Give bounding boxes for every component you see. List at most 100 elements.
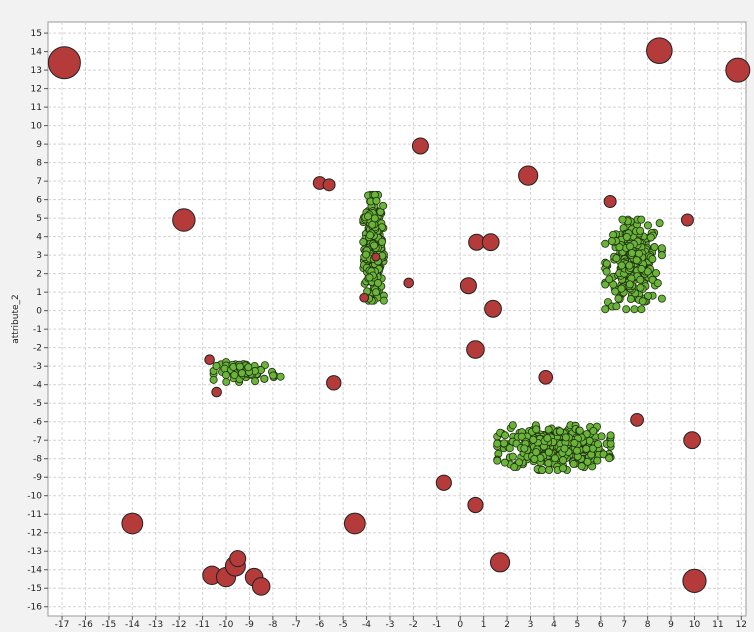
x-tick-label: -13 <box>148 620 163 630</box>
green-point <box>614 294 623 303</box>
x-tick-label: -16 <box>78 620 93 630</box>
y-tick-label: -2 <box>33 344 42 354</box>
green-point <box>551 454 560 463</box>
y-tick-label: -5 <box>33 399 42 409</box>
green-point <box>655 219 664 228</box>
green-point <box>545 465 554 474</box>
green-point <box>612 302 621 311</box>
green-point <box>209 375 218 384</box>
x-tick-label: 10 <box>689 620 701 630</box>
y-tick-label: 13 <box>31 66 42 76</box>
green-point <box>582 444 591 453</box>
red-point <box>481 233 500 252</box>
red-point <box>172 208 196 232</box>
y-tick-label: 15 <box>31 29 42 39</box>
green-point <box>626 295 635 304</box>
green-point <box>607 237 616 246</box>
green-point <box>532 425 541 434</box>
green-point <box>517 432 526 441</box>
y-tick-label: -4 <box>33 381 42 391</box>
green-point <box>379 201 388 210</box>
red-series <box>47 37 751 596</box>
red-point <box>484 299 502 318</box>
green-point <box>244 363 253 372</box>
red-point <box>680 213 694 227</box>
x-tick-label: -8 <box>268 620 277 630</box>
x-tick-label: 6 <box>598 620 604 630</box>
y-tick-label: -15 <box>27 584 42 594</box>
green-point <box>269 371 278 380</box>
green-point <box>643 221 652 230</box>
y-tick-label: -7 <box>33 436 42 446</box>
green-point <box>627 249 636 258</box>
red-point <box>403 277 415 289</box>
y-axis-title: attribute_2 <box>11 294 21 343</box>
x-tick-label: -12 <box>172 620 187 630</box>
red-point <box>47 46 81 80</box>
y-tick-label: -16 <box>27 603 42 613</box>
green-point <box>555 427 564 436</box>
green-point <box>597 432 606 441</box>
y-tick-label: -10 <box>27 492 42 502</box>
green-point <box>530 455 539 464</box>
green-point <box>632 256 641 265</box>
green-point <box>499 439 508 448</box>
green-point <box>362 250 371 259</box>
green-point <box>510 463 519 472</box>
x-tick-label: -17 <box>55 620 70 630</box>
x-tick-label: -4 <box>362 620 371 630</box>
green-point <box>237 369 246 378</box>
y-tick-label: -11 <box>27 510 42 520</box>
y-tick-label: 3 <box>36 251 42 261</box>
green-point <box>493 439 502 448</box>
green-point <box>544 448 553 457</box>
green-point <box>626 242 635 251</box>
y-tick-label: 5 <box>36 214 42 224</box>
red-point <box>326 375 342 391</box>
y-tick-label: 6 <box>36 196 42 206</box>
y-tick-label: -1 <box>33 325 42 335</box>
green-point <box>373 279 382 288</box>
red-point <box>121 512 144 535</box>
green-point <box>372 288 381 297</box>
red-point <box>322 178 336 192</box>
y-tick-label: -6 <box>33 418 42 428</box>
green-point <box>501 431 510 440</box>
red-point <box>538 369 554 385</box>
red-point <box>603 194 617 208</box>
green-point <box>625 261 634 270</box>
x-tick-label: -1 <box>432 620 441 630</box>
green-point <box>636 275 645 284</box>
green-point <box>520 444 529 453</box>
red-point <box>371 252 381 262</box>
green-point <box>251 377 260 386</box>
red-point <box>359 292 370 303</box>
red-point <box>682 568 707 593</box>
green-point <box>505 444 514 453</box>
y-tick-label: -12 <box>27 529 42 539</box>
green-point <box>657 244 666 253</box>
x-tick-label: -5 <box>339 620 348 630</box>
x-tick-label: 0 <box>457 620 463 630</box>
x-tick-label: -3 <box>385 620 394 630</box>
x-tick-label: 9 <box>668 620 674 630</box>
y-tick-label: -3 <box>33 362 42 372</box>
x-tick-label: -10 <box>219 620 234 630</box>
y-tick-label: 0 <box>36 307 42 317</box>
green-point <box>602 267 611 276</box>
green-point <box>652 269 661 278</box>
green-point <box>593 440 602 449</box>
green-point <box>593 456 602 465</box>
green-point <box>650 243 659 252</box>
green-point <box>637 264 646 273</box>
green-point <box>370 241 379 250</box>
red-point <box>229 550 247 568</box>
x-tick-label: 7 <box>621 620 627 630</box>
green-point <box>653 279 662 288</box>
y-tick-label: -8 <box>33 455 42 465</box>
green-point <box>377 237 386 246</box>
green-point <box>646 233 655 242</box>
red-point <box>211 386 222 398</box>
